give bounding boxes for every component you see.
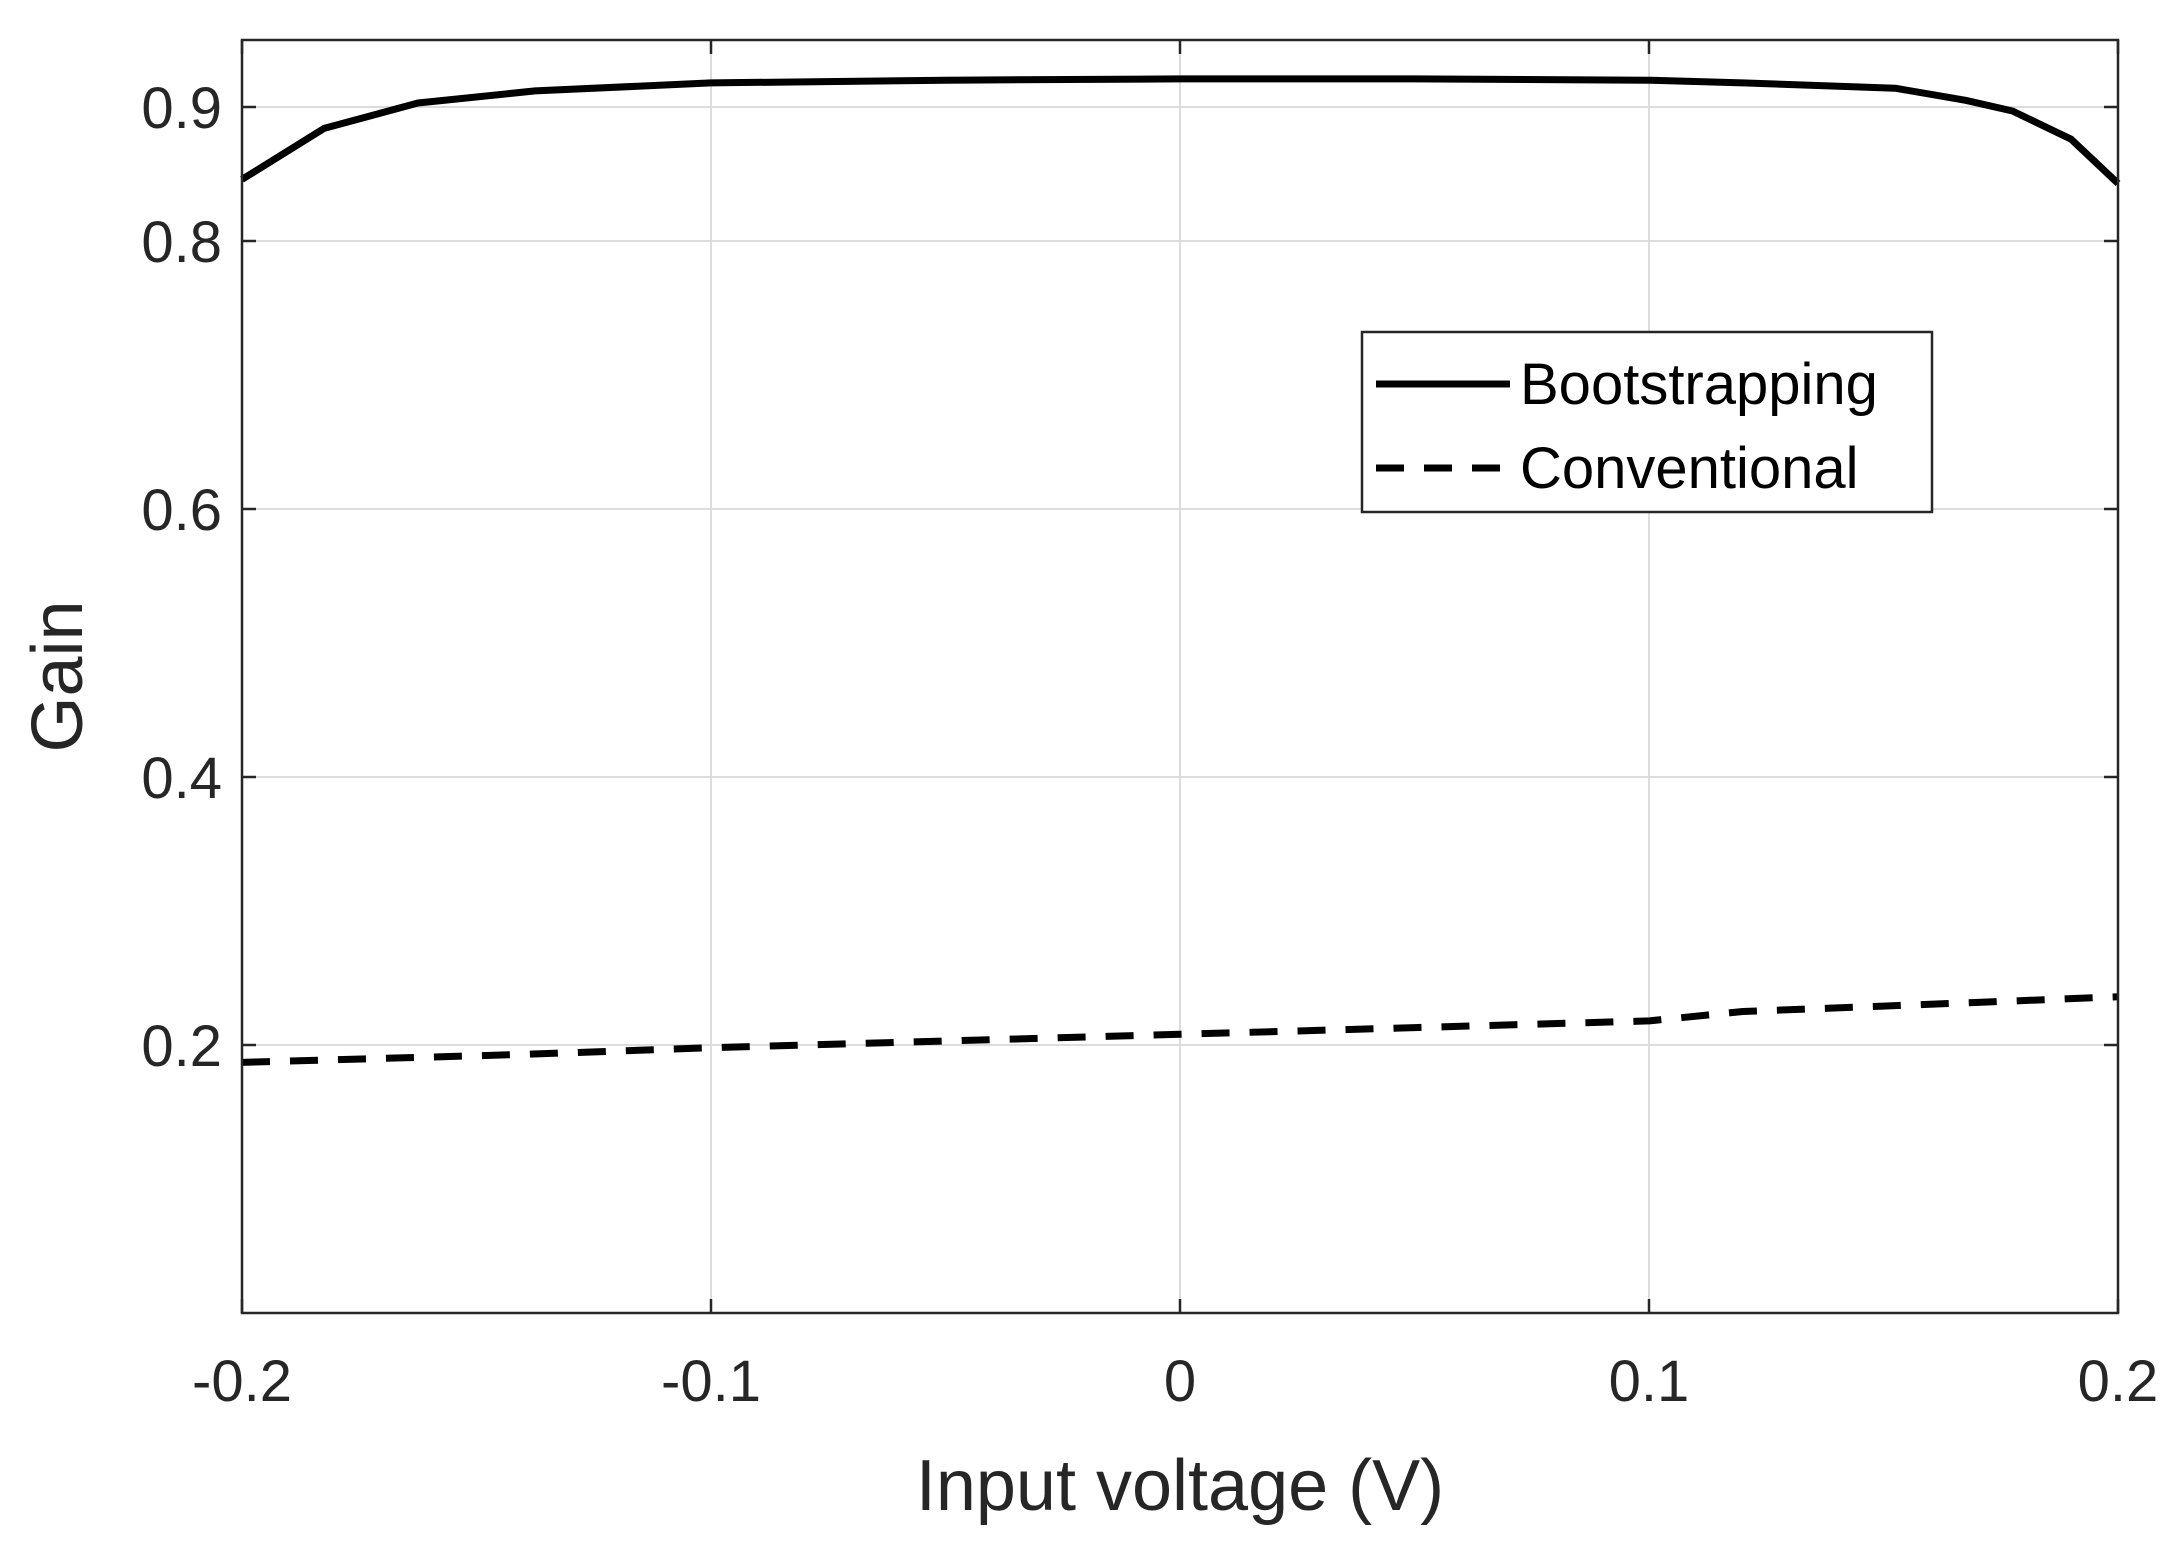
series-group <box>240 75 2121 1066</box>
y-axis-label: Gain <box>18 600 98 752</box>
x-tick-label: -0.2 <box>192 1349 292 1414</box>
legend-label-conventional: Conventional <box>1520 436 1859 501</box>
series-line-bootstrapping <box>240 75 2121 186</box>
x-tick-label: 0.1 <box>1609 1349 1690 1414</box>
y-tick-label: 0.8 <box>141 210 222 275</box>
y-tick-label: 0.2 <box>141 1014 222 1079</box>
ticks: -0.2 -0.1 0 0.1 0.2 0.2 0.4 0.6 0.8 0.9 <box>141 40 2158 1414</box>
x-axis-label: Input voltage (V) <box>916 1446 1444 1526</box>
x-tick-label: 0.2 <box>2078 1349 2159 1414</box>
x-tick-label: 0 <box>1164 1349 1196 1414</box>
y-tick-label: 0.9 <box>141 76 222 141</box>
grid <box>242 40 2118 1313</box>
y-tick-label: 0.4 <box>141 746 222 811</box>
x-tick-label: -0.1 <box>661 1349 761 1414</box>
series-line-conventional <box>241 993 2119 1066</box>
legend-label-bootstrapping: Bootstrapping <box>1520 352 1878 417</box>
legend: Bootstrapping Conventional <box>1360 330 1934 514</box>
legend-box <box>1360 330 1934 514</box>
y-tick-label: 0.6 <box>141 478 222 543</box>
